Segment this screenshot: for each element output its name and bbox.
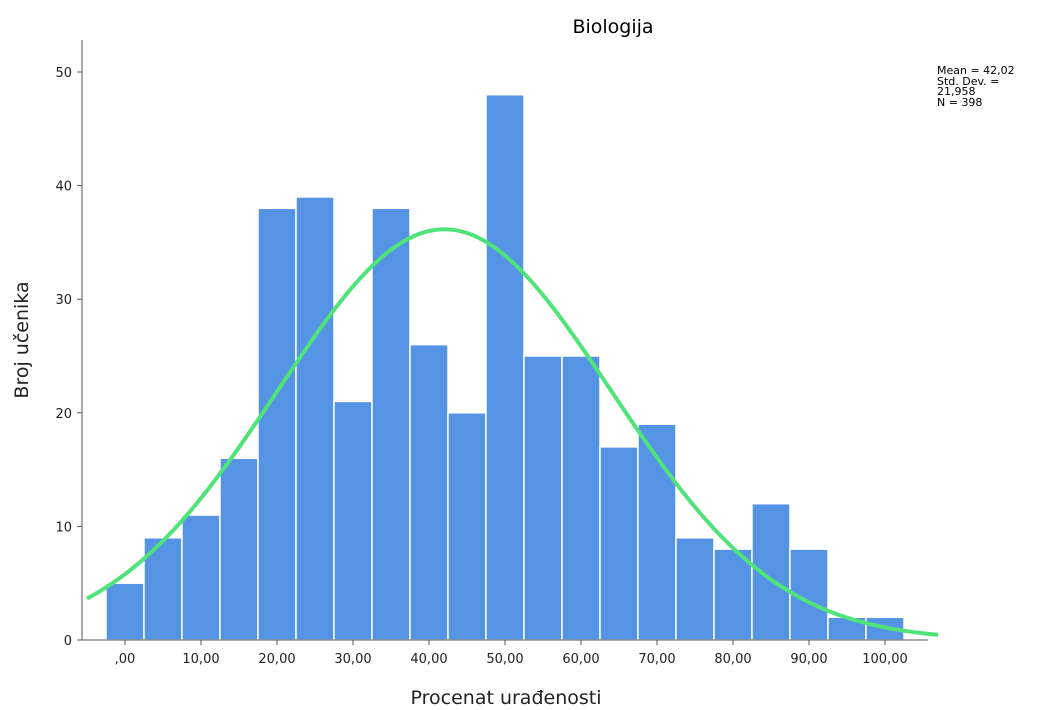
normal-curve: [86, 227, 939, 637]
histogram-bar: [675, 537, 715, 641]
x-tick-label: 90,00: [790, 652, 827, 667]
histogram-bar: [447, 412, 487, 641]
x-tick-label: 100,00: [862, 652, 908, 667]
histogram-bar: [561, 355, 601, 641]
y-tick-label: 50: [55, 66, 72, 81]
y-axis-title: Broj učenika: [11, 281, 33, 398]
stats-n: N = 398: [937, 95, 983, 109]
stats-std-value: 21,958: [937, 85, 976, 98]
stats-mean: Mean = 42,02: [937, 64, 1015, 77]
chart-title: Biologija: [572, 16, 653, 38]
x-tick-label: 10,00: [182, 652, 219, 667]
histogram-bar: [713, 548, 753, 641]
y-tick-label: 40: [55, 180, 72, 195]
histogram-bar: [333, 400, 373, 641]
x-tick-label: 50,00: [486, 652, 523, 667]
histogram-bar: [409, 343, 449, 641]
histogram-bar: [105, 582, 145, 641]
histogram-bar: [257, 207, 297, 641]
histogram-bar: [371, 207, 411, 641]
y-ticks-group: 0 10 20 30 40 50: [55, 66, 82, 649]
x-tick-label: 30,00: [334, 652, 371, 667]
histogram-bar: [219, 457, 259, 641]
stats-box: Mean = 42,02 Std. Dev. = 21,958 N = 398: [937, 64, 1037, 109]
x-tick-label: ,00: [115, 652, 136, 667]
histogram-bar: [295, 196, 335, 641]
histogram-bar: [523, 355, 563, 641]
x-tick-label: 60,00: [562, 652, 599, 667]
x-tick-label: 40,00: [410, 652, 447, 667]
y-tick-label: 30: [55, 293, 72, 308]
x-ticks-group: ,00 10,00 20,00 30,00 40,00 50,00 60,00 70,00 80…: [115, 640, 908, 667]
histogram-bar: [181, 514, 221, 641]
x-tick-label: 20,00: [258, 652, 295, 667]
x-axis-title: Procenat urađenosti: [411, 687, 602, 709]
histogram-bar: [485, 93, 525, 641]
stats-std-label: Std. Dev. =: [937, 74, 1000, 88]
bars-group: [105, 93, 905, 641]
x-tick-label: 80,00: [714, 652, 751, 667]
y-tick-label: 20: [55, 407, 72, 422]
x-tick-label: 70,00: [638, 652, 675, 667]
y-tick-label: 10: [55, 520, 72, 535]
histogram-bar: [599, 446, 639, 641]
y-tick-label: 0: [64, 634, 72, 649]
